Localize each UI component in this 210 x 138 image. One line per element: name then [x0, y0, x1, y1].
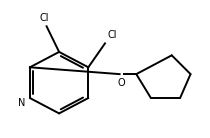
Text: N: N [18, 98, 25, 108]
Text: Cl: Cl [40, 13, 49, 23]
Text: Cl: Cl [107, 30, 117, 40]
Text: O: O [118, 78, 126, 88]
